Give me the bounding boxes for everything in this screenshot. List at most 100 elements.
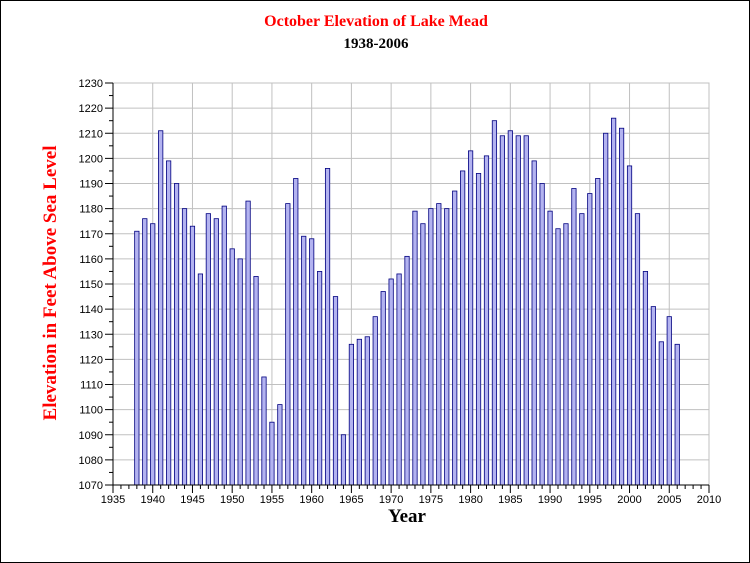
bar-1963 [332, 296, 339, 486]
x-tick-label: 2010 [697, 494, 721, 506]
bar-1973 [412, 210, 418, 486]
bar-1952 [245, 200, 251, 486]
bar-1949 [221, 205, 227, 486]
bar-1959 [301, 235, 307, 486]
bar-1965 [348, 343, 354, 486]
bar-1986 [515, 135, 521, 486]
bar-1993 [571, 188, 577, 486]
bar-2003 [650, 306, 656, 486]
x-tick-label: 1940 [140, 494, 164, 506]
bar-1945 [189, 225, 196, 486]
bar-1950 [229, 248, 235, 486]
chart-subtitle: 1938-2006 [344, 36, 409, 52]
bar-1943 [173, 183, 180, 486]
y-tick-label: 1200 [79, 153, 103, 165]
bar-1987 [523, 135, 529, 486]
bar-series [134, 117, 680, 486]
bar-1983 [491, 120, 498, 486]
x-tick-label: 1945 [180, 494, 204, 506]
bar-1988 [531, 160, 537, 486]
bar-1990 [547, 210, 553, 486]
bar-2002 [642, 271, 649, 486]
y-axis-title: Elevation in Feet Above Sea Level [40, 146, 61, 421]
bar-1938 [134, 230, 140, 486]
bar-1991 [555, 228, 561, 486]
bar-1967 [364, 336, 370, 486]
bar-1998 [611, 117, 617, 486]
x-tick-label: 1950 [220, 494, 244, 506]
bar-1968 [372, 316, 378, 486]
x-axis-title: Year [388, 506, 427, 527]
bar-1962 [324, 168, 331, 486]
bar-1999 [619, 127, 625, 486]
bar-1984 [499, 135, 505, 486]
x-tick-label: 1960 [299, 494, 323, 506]
y-tick-label: 1180 [79, 204, 103, 216]
y-tick-label: 1110 [80, 380, 103, 392]
bar-2005 [666, 316, 672, 486]
bar-1960 [309, 238, 315, 486]
bar-1985 [507, 130, 513, 486]
x-tick-label: 2005 [657, 494, 681, 506]
bar-1964 [340, 434, 347, 486]
x-tick-label: 2000 [617, 494, 641, 506]
x-tick-label: 1980 [458, 494, 482, 506]
bar-1977 [444, 208, 450, 486]
x-tick-label: 1975 [419, 494, 443, 506]
y-tick-label: 1080 [79, 455, 103, 467]
bar-1958 [293, 178, 299, 486]
y-tick-label: 1170 [79, 229, 103, 241]
bar-1976 [436, 203, 442, 486]
bar-1982 [483, 155, 490, 486]
bar-2006 [674, 343, 680, 486]
bar-1956 [277, 404, 283, 486]
bar-1946 [197, 273, 203, 486]
bar-1996 [595, 178, 601, 486]
y-tick-label: 1230 [79, 78, 103, 90]
x-tick-label: 1995 [578, 494, 602, 506]
bar-1994 [579, 213, 585, 486]
bar-1997 [603, 132, 609, 486]
bar-1969 [380, 291, 386, 486]
bar-1955 [269, 421, 275, 486]
bar-1951 [237, 258, 243, 486]
axes: 1070 1080 1090 1100 1110 1120 1130 1140 1150 1160… [79, 78, 722, 506]
y-tick-label: 1140 [79, 304, 103, 316]
bar-1939 [142, 218, 148, 486]
bar-1961 [317, 271, 323, 486]
grid-lines [112, 82, 710, 486]
bar-1972 [404, 255, 410, 486]
bar-1978 [452, 190, 458, 486]
y-tick-label: 1160 [79, 254, 103, 266]
bar-1942 [166, 160, 172, 486]
y-tick-label: 1220 [79, 103, 103, 115]
y-tick-label: 1150 [79, 279, 103, 291]
bar-1944 [181, 208, 188, 486]
bar-1966 [356, 338, 362, 486]
y-tick-label: 1100 [79, 405, 103, 417]
bar-1974 [420, 223, 426, 486]
x-tick-label: 1985 [498, 494, 522, 506]
x-tick-label: 1965 [339, 494, 363, 506]
bar-1979 [460, 170, 466, 486]
bar-1954 [261, 376, 267, 486]
bar-1989 [539, 183, 545, 486]
bar-1970 [388, 278, 394, 486]
y-tick-label: 1130 [79, 329, 103, 341]
bar-1953 [253, 276, 259, 486]
bar-1992 [563, 223, 569, 486]
bar-2001 [634, 213, 641, 486]
bar-1980 [468, 150, 474, 486]
bar-1948 [213, 218, 219, 486]
y-tick-label: 1120 [79, 354, 103, 366]
bar-1971 [396, 273, 402, 486]
x-tick-label: 1935 [101, 494, 125, 506]
bar-1995 [587, 193, 593, 486]
y-tick-label: 1070 [79, 480, 103, 492]
chart-title: October Elevation of Lake Mead [264, 13, 488, 30]
y-tick-label: 1090 [79, 430, 103, 442]
bar-2000 [626, 165, 633, 486]
bar-1940 [150, 223, 156, 486]
